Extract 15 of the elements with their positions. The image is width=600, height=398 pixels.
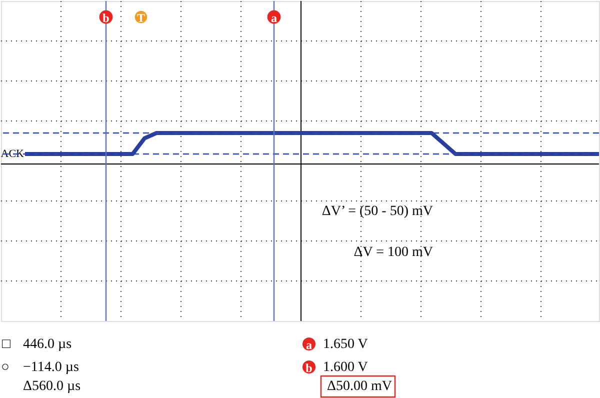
text: a bbox=[306, 338, 312, 352]
text: 1.650 V bbox=[323, 337, 368, 352]
text: a bbox=[271, 11, 277, 25]
text: ○ bbox=[1, 360, 10, 375]
text: Δ560.0 µs bbox=[23, 379, 81, 394]
text: □ bbox=[2, 337, 11, 352]
text: −114.0 µs bbox=[23, 360, 79, 375]
text: T bbox=[136, 11, 146, 25]
text: 446.0 µs bbox=[23, 337, 72, 352]
text: b bbox=[102, 11, 110, 25]
text: 1.600 V bbox=[323, 360, 368, 375]
text: Δ50.00 mV bbox=[327, 379, 392, 394]
text: ΔV’ = (50 - 50) mV bbox=[322, 204, 433, 219]
text: b bbox=[306, 361, 312, 375]
text: ΔV = 100 mV bbox=[354, 245, 433, 260]
